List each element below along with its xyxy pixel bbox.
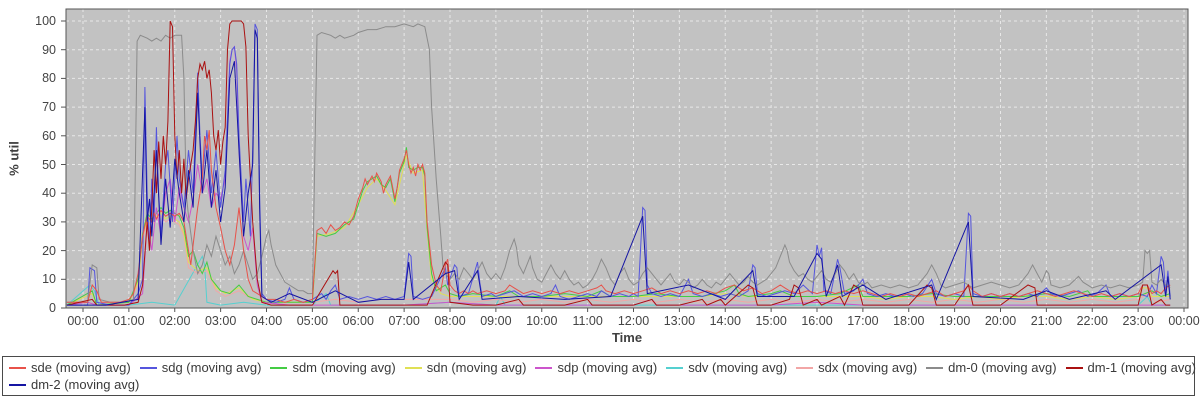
x-tick-label: 05:00 (296, 314, 329, 328)
x-tick-label: 00:00 (67, 314, 99, 328)
legend-label: sdg (moving avg) (161, 360, 262, 375)
y-tick-label: 30 (42, 214, 56, 229)
x-tick-label: 10:00 (526, 314, 558, 328)
y-tick-label: 0 (49, 301, 56, 315)
legend-label: dm-1 (moving avg) (1087, 360, 1196, 375)
legend-item-sdp: sdp (moving avg) (535, 360, 657, 375)
legend-line-swatch (139, 366, 157, 369)
legend-item-dm-0: dm-0 (moving avg) (926, 360, 1057, 375)
x-tick-label: 02:00 (159, 314, 191, 328)
x-tick-label: 17:00 (847, 314, 879, 328)
series-line-sdn (66, 154, 1171, 306)
plot-area: % util Time 00:00 01:00 02:00 03:00 04:00 05:… (7, 8, 1200, 345)
x-axis-title: Time (611, 330, 643, 345)
legend-line-swatch (404, 366, 422, 369)
legend-label: sde (moving avg) (31, 360, 131, 375)
legend-line-swatch (9, 383, 26, 386)
legend-item-sdm: sdm (moving avg) (270, 360, 396, 375)
x-tick-label: 12:00 (617, 314, 650, 328)
legend-line-swatch (926, 366, 944, 369)
y-tick-label: 90 (42, 42, 56, 57)
legend-label: sdx (moving avg) (818, 360, 918, 375)
legend-label: sdn (moving avg) (426, 360, 527, 375)
legend-line-swatch (796, 366, 814, 369)
legend-label: sdv (moving avg) (688, 360, 788, 375)
legend-item-sdx: sdx (moving avg) (796, 360, 917, 375)
x-tick-label: 13:00 (663, 314, 696, 328)
y-tick-label: 10 (42, 272, 56, 287)
x-tick-label: 21:00 (1030, 314, 1063, 328)
y-tick-label: 60 (42, 128, 56, 143)
x-tick-label: 07:00 (388, 314, 420, 328)
x-tick-label: 04:00 (250, 314, 283, 328)
y-tick-label: 50 (42, 157, 56, 172)
x-tick-label: 19:00 (938, 314, 971, 328)
series-line-sdx (66, 215, 1171, 306)
y-tick-label: 80 (42, 71, 56, 86)
x-tick-label: 15:00 (755, 314, 787, 328)
chart-canvas (61, 8, 1189, 312)
plot-background (66, 9, 1188, 308)
legend-line-swatch (535, 366, 553, 369)
series-line-dm-0 (66, 23, 1171, 303)
x-tick-label: 08:00 (434, 314, 466, 328)
legend-item-dm-2: dm-2 (moving avg) (9, 377, 139, 392)
y-tick-label: 20 (42, 243, 56, 258)
x-tick-label: 01:00 (113, 314, 145, 328)
y-tick-label: 100 (35, 14, 56, 28)
x-tick-label: 16:00 (801, 314, 833, 328)
x-tick-label: 18:00 (893, 314, 925, 328)
legend-item-sdn: sdn (moving avg) (404, 360, 527, 375)
series-line-sdg (66, 23, 1171, 306)
x-tick-label: 09:00 (480, 314, 512, 328)
legend-line-swatch (1065, 366, 1083, 369)
legend-item-sdg: sdg (moving avg) (139, 360, 262, 375)
legend-row: sde (moving avg) sdg (moving avg) sdm (mov… (9, 359, 1196, 376)
legend-item-sde: sde (moving avg) (9, 360, 131, 375)
x-tick-label: 00:00 (1168, 314, 1200, 328)
legend-line-swatch (270, 366, 288, 369)
legend: sde (moving avg) sdg (moving avg) sdm (mov… (2, 356, 1196, 396)
legend-line-swatch (9, 366, 26, 369)
x-tick-label: 20:00 (984, 314, 1017, 328)
series-line-sde (66, 130, 1171, 303)
y-tick-label: 70 (42, 100, 56, 115)
plot-border (65, 8, 1189, 309)
legend-label: sdm (moving avg) (292, 360, 396, 375)
legend-line-swatch (666, 366, 684, 369)
y-tick-label: 40 (42, 186, 56, 201)
legend-label: dm-2 (moving avg) (31, 377, 140, 392)
x-tick-label: 23:00 (1122, 314, 1154, 328)
series-line-dm-2 (66, 29, 1171, 306)
x-tick-label: 03:00 (204, 314, 237, 328)
x-tick-label: 11:00 (572, 314, 603, 328)
x-tick-label: 06:00 (342, 314, 374, 328)
series-line-dm-1 (66, 20, 1171, 307)
legend-item-sdv: sdv (moving avg) (666, 360, 787, 375)
legend-row: dm-2 (moving avg) (9, 376, 1194, 393)
x-tick-label: 14:00 (709, 314, 741, 328)
legend-label: dm-0 (moving avg) (948, 360, 1057, 375)
legend-item-dm-1: dm-1 (moving avg) (1065, 360, 1196, 375)
legend-label: sdp (moving avg) (557, 360, 658, 375)
x-tick-label: 22:00 (1076, 314, 1108, 328)
